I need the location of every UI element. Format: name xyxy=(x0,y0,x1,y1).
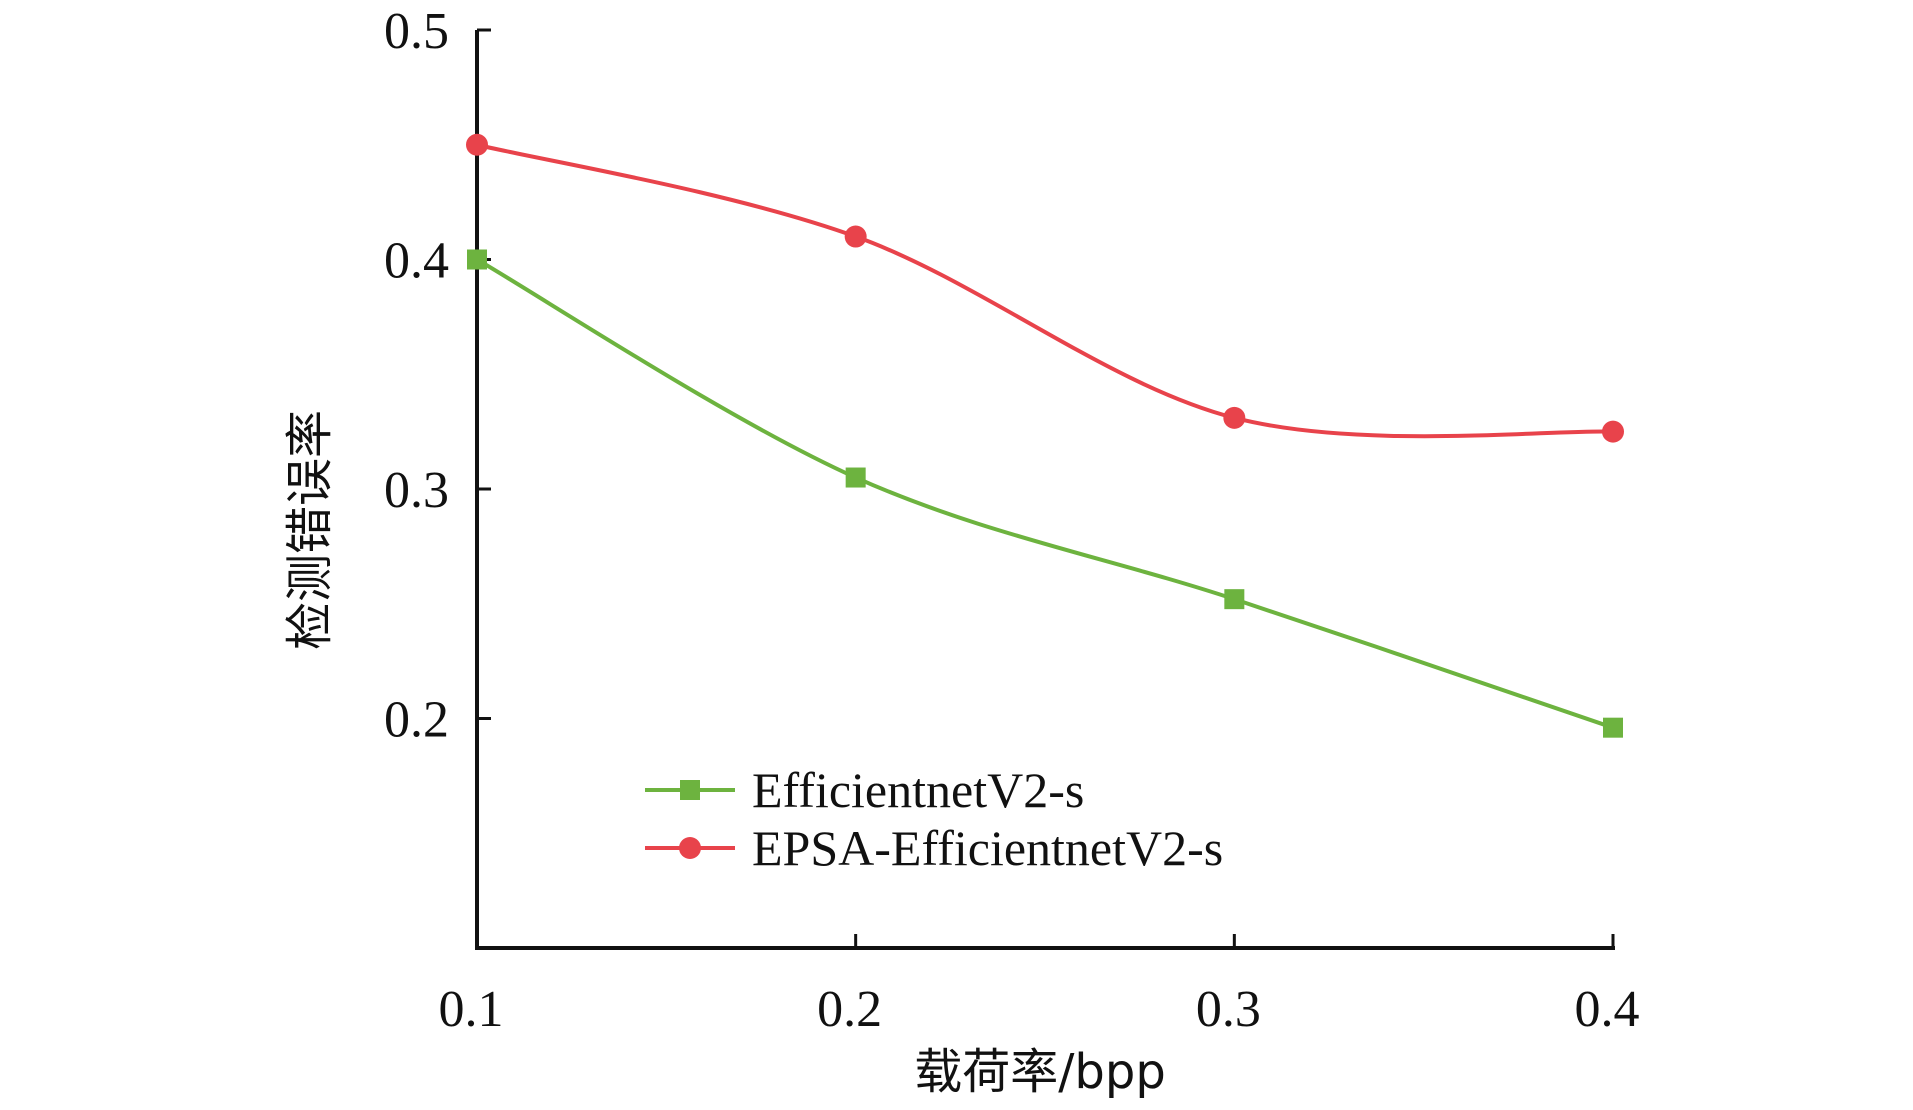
tick-marks: 0.2 0.3 0.4 0.5 0.1 0.2 0.3 0.4 xyxy=(384,3,1640,1038)
y-tick-label: 0.4 xyxy=(384,233,449,290)
data-point-square xyxy=(845,467,866,488)
x-tick-label: 0.4 xyxy=(1575,981,1640,1038)
legend-entry: EPSA-EfficientnetV2-s xyxy=(645,820,1223,876)
data-point-circle xyxy=(1223,406,1246,429)
series-line xyxy=(476,257,1614,730)
y-tick-label: 0.3 xyxy=(384,462,449,519)
x-tick-label: 0.2 xyxy=(817,981,882,1038)
series-layer xyxy=(466,133,1624,738)
series-0 xyxy=(467,249,1623,738)
data-point-circle xyxy=(466,133,488,156)
legend-marker-circle xyxy=(679,837,701,859)
x-axis-label: 载荷率/bpp xyxy=(914,1044,1166,1100)
legend-label: EfficientnetV2-s xyxy=(752,762,1084,818)
series-1 xyxy=(466,133,1624,443)
y-axis-label: 检测错误率 xyxy=(282,410,338,650)
data-point-square xyxy=(1224,589,1245,610)
series-line xyxy=(476,142,1614,439)
y-tick-label: 0.2 xyxy=(384,692,449,749)
x-tick-label: 0.3 xyxy=(1196,981,1261,1038)
legend-label: EPSA-EfficientnetV2-s xyxy=(752,820,1223,876)
data-point-square xyxy=(1603,717,1623,738)
x-tick-label: 0.1 xyxy=(439,981,504,1038)
legend-marker-square xyxy=(680,780,700,800)
legend-entry: EfficientnetV2-s xyxy=(645,762,1084,818)
y-tick-label: 0.5 xyxy=(384,3,449,60)
data-point-circle xyxy=(844,225,867,248)
data-point-circle xyxy=(1602,420,1624,443)
data-point-square xyxy=(467,249,487,270)
